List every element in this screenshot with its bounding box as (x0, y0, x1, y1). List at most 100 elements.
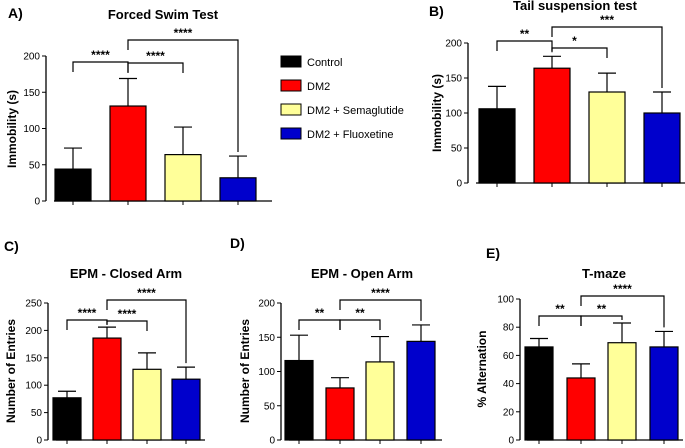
y-tick-label: 0 (34, 197, 40, 208)
y-tick-label: 150 (445, 74, 462, 85)
significance-label: ** (555, 302, 565, 316)
significance-bracket (72, 61, 129, 72)
bar-dm2 (566, 377, 596, 441)
bar-dm2-semaglutide (132, 368, 162, 441)
y-tick-label: 0 (36, 436, 42, 447)
significance-bracket (551, 26, 663, 88)
significance-bracket (580, 315, 623, 326)
legend-label: DM2 + Semaglutide (307, 105, 404, 117)
significance-label: **** (137, 286, 156, 300)
panel-title: Forced Swim Test (108, 7, 219, 22)
y-tick-label: 100 (258, 367, 275, 378)
y-axis-label: % Alternation (475, 331, 489, 408)
significance-label: **** (613, 282, 632, 296)
panel-letter: A) (8, 5, 23, 21)
y-tick-label: 150 (25, 353, 42, 364)
legend-item: DM2 + Semaglutide (280, 103, 404, 117)
bar-dm2 (92, 337, 122, 441)
y-tick-label: 100 (23, 124, 40, 135)
bar-dm2 (109, 105, 147, 202)
panel-b: B) Tail suspension test Immobility (s) 0 50 1… (429, 0, 685, 190)
significance-bracket (298, 319, 341, 330)
legend-item: Control (280, 55, 342, 69)
significance-label: * (572, 34, 577, 48)
legend-label: Control (307, 57, 342, 69)
significance-label: ** (597, 302, 607, 316)
y-tick-label: 100 (25, 381, 42, 392)
significance-bracket (496, 40, 553, 51)
y-tick-label: 50 (29, 160, 41, 171)
bar-dm2-semaglutide (607, 342, 637, 441)
panel-title: Tail suspension test (513, 0, 638, 13)
y-tick-label: 250 (25, 299, 42, 310)
legend-swatch (280, 55, 302, 68)
bar-dm2-fluoxetine (643, 112, 681, 184)
panel-title: T-maze (582, 266, 626, 281)
y-axis-label: Immobility (s) (5, 90, 19, 168)
significance-bracket (551, 47, 608, 58)
legend: Control DM2 DM2 + Semaglutide DM2 + Fluoxet… (280, 55, 404, 141)
bar-control (54, 168, 92, 202)
panel-c: C) EPM - Closed Arm Number of Entries 0 50 10… (4, 238, 205, 447)
y-axis-label: Number of Entries (238, 319, 252, 423)
significance-bracket (580, 295, 665, 328)
significance-label: **** (78, 306, 97, 320)
y-tick-label: 60 (503, 351, 515, 362)
panel-letter: D) (230, 235, 245, 251)
significance-label: ** (315, 306, 325, 320)
significance-label: ** (520, 27, 530, 41)
significance-bracket (339, 299, 422, 321)
panel-title: EPM - Open Arm (311, 266, 413, 281)
y-axis-label: Immobility (s) (430, 74, 444, 152)
significance-label: **** (118, 307, 137, 321)
legend-item: DM2 (280, 79, 330, 93)
bar-dm2-fluoxetine (649, 346, 679, 441)
y-axis-label: Number of Entries (4, 319, 18, 423)
y-tick-label: 50 (264, 401, 276, 412)
significance-label: **** (91, 48, 110, 62)
bar-dm2-semaglutide (365, 361, 395, 441)
y-tick-label: 0 (456, 179, 462, 190)
bar-dm2-semaglutide (164, 154, 202, 202)
significance-bracket (127, 62, 184, 73)
legend-label: DM2 (307, 81, 330, 93)
y-tick-label: 200 (23, 52, 40, 63)
bar-dm2 (533, 67, 571, 184)
bar-control (478, 108, 516, 184)
y-tick-label: 100 (445, 109, 462, 120)
y-tick-label: 200 (25, 326, 42, 337)
bar-control (524, 346, 554, 441)
significance-label: **** (146, 49, 165, 63)
panel-letter: C) (4, 238, 19, 254)
panel-letter: E) (486, 245, 500, 261)
significance-label: ** (355, 306, 365, 320)
y-tick-label: 50 (31, 408, 43, 419)
significance-bracket (538, 315, 582, 326)
significance-label: **** (371, 286, 390, 300)
bar-control (52, 397, 82, 441)
significance-bracket (339, 319, 381, 330)
significance-bracket (66, 319, 108, 330)
significance-bracket (106, 299, 187, 364)
panel-d: D) EPM - Open Arm Number of Entries 0 50 100 1… (230, 235, 442, 447)
y-tick-label: 0 (269, 436, 275, 447)
bar-dm2-semaglutide (588, 91, 626, 184)
bar-control (284, 359, 314, 441)
y-tick-label: 80 (503, 323, 515, 334)
bar-dm2 (325, 387, 355, 441)
y-tick-label: 150 (258, 333, 275, 344)
bar-dm2-fluoxetine (171, 378, 201, 441)
bar-dm2-fluoxetine (406, 340, 436, 441)
significance-label: *** (600, 13, 614, 27)
legend-swatch (280, 103, 302, 116)
significance-label: **** (174, 26, 193, 40)
bar-dm2-fluoxetine (219, 177, 257, 202)
panel-a: A) Forced Swim Test Immobility (s) 0 50 100 15… (5, 5, 272, 208)
y-tick-label: 150 (23, 88, 40, 99)
significance-bracket (106, 320, 148, 331)
panel-letter: B) (429, 3, 444, 19)
y-tick-label: 20 (503, 407, 515, 418)
legend-swatch (280, 127, 302, 140)
